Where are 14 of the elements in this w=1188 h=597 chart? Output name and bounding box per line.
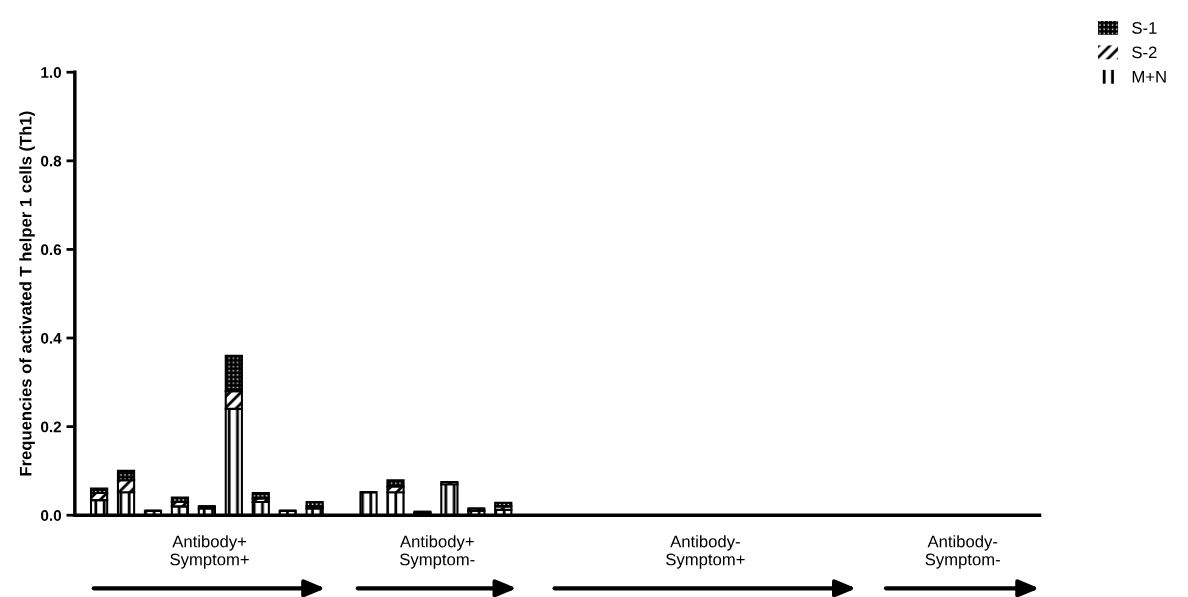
y-tick-label: 0.0 (41, 510, 62, 521)
y-tick-label: 1.0 (41, 67, 62, 78)
y-tick-label: 0.2 (41, 421, 62, 433)
text: Antibody+ Symptom+ (170, 535, 249, 569)
y-tick-label: 0.6 (41, 244, 62, 256)
text: Antibody+ Symptom- (400, 535, 475, 569)
y-tick-label: 0.4 (41, 332, 62, 344)
legend-label: M+N (1132, 71, 1166, 83)
y-axis-title: Frequencies of activated T helper 1 cells (Th1) (19, 111, 35, 476)
legend-label: S-2 (1132, 46, 1157, 59)
text: Antibody- Symptom+ (666, 535, 745, 569)
legend-label: S-1 (1132, 22, 1157, 34)
y-tick-label: 0.8 (41, 155, 62, 167)
text: Antibody- Symptom- (925, 535, 1000, 569)
